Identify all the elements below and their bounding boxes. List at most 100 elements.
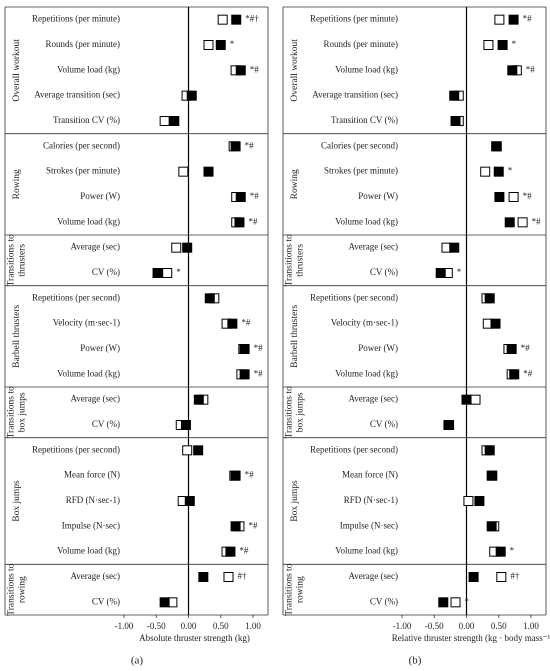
row-label: Impulse (N·sec) [340,520,398,530]
x-tick-label: 0.00 [459,621,475,631]
open-marker [162,268,173,278]
filled-marker [449,242,460,253]
filled-marker [461,394,472,405]
row-label: Repetitions (per minute) [32,14,120,24]
filled-marker [235,192,246,202]
open-marker [159,116,170,126]
row-label: CV (%) [370,419,398,429]
row-label: Transition CV (%) [53,115,120,125]
significance: *# [250,191,260,201]
filled-marker [491,141,502,152]
significance: *# [254,368,263,378]
filled-marker [186,90,197,101]
row-label: Average transition (sec) [312,90,398,100]
row-label: Average (sec) [348,571,398,581]
open-marker [203,40,214,50]
row-label: Repetitions (per second) [32,444,120,454]
row-label: Calories (per second) [321,140,398,150]
open-marker [171,242,182,253]
significance: * [176,267,181,277]
row-label: Volume load (kg) [335,216,398,226]
group-label: Transitions to [285,563,295,615]
group-label: Transitions to [7,234,17,286]
open-marker [182,445,193,456]
filled-marker [204,293,215,304]
group-label: thrusters [296,244,306,277]
row-label: Mean force (N) [64,470,120,480]
row-label: Average (sec) [70,242,120,252]
row-label: Rounds (per minute) [46,39,121,49]
filled-marker [493,166,504,177]
filled-marker [474,496,485,506]
x-tick-label: -0.50 [425,621,444,631]
filled-marker [203,166,214,177]
open-marker [217,14,228,25]
filled-marker [495,546,506,557]
row-label: Repetitions (per second) [310,444,398,454]
open-marker [508,192,519,202]
significance: *# [523,191,533,201]
significance: #† [510,571,519,581]
significance: *# [532,216,542,226]
row-label: Strokes (per minute) [324,166,398,176]
panel-label: (a) [131,655,144,667]
group-label: Barbell thrusters [290,305,300,368]
row-label: Volume load (kg) [335,368,398,378]
filled-marker [182,242,193,253]
open-marker [470,394,481,405]
open-marker [480,166,491,177]
filled-marker [230,470,241,481]
x-tick-label: 1.00 [523,621,539,631]
group-label: rowing [18,576,28,603]
filled-marker [239,369,250,380]
filled-marker [235,65,246,76]
filled-marker [225,546,236,557]
row-label: Volume load (kg) [57,546,120,556]
filled-marker [193,445,204,456]
filled-marker [484,293,495,304]
filled-marker [230,141,241,152]
open-marker [450,597,461,608]
filled-marker [509,369,520,380]
x-tick-label: -0.50 [147,621,166,631]
row-label: Volume load (kg) [335,546,398,556]
group-label: Transitions to [7,386,17,438]
filled-marker [169,116,180,126]
row-label: Velocity (m·sec-1) [331,318,398,328]
filled-marker [180,420,191,430]
row-label: RFD (N·sec-1) [66,495,120,505]
filled-marker [215,40,226,50]
open-marker [178,166,189,177]
row-label: Power (W) [358,191,398,201]
row-label: Volume load (kg) [57,368,120,378]
row-label: Average (sec) [348,242,398,252]
filled-marker [487,470,498,481]
row-label: CV (%) [370,267,398,277]
filled-marker [184,496,195,506]
row-label: Repetitions (per second) [32,292,120,302]
filled-marker [227,318,238,329]
row-label: Average (sec) [70,571,120,581]
row-label: RFD (N·sec-1) [344,495,398,505]
significance: *# [254,343,263,353]
significance: *#† [245,14,259,24]
x-tick-label: 0.50 [491,621,507,631]
filled-marker [504,217,515,228]
open-marker [517,217,528,228]
significance: *# [250,64,260,74]
significance: *# [526,64,536,74]
significance: * [465,596,470,606]
row-label: CV (%) [92,596,120,606]
group-label: box jumps [296,392,306,432]
filled-marker [494,192,505,202]
significance: * [508,166,513,176]
group-label: Barbell thrusters [12,305,22,368]
open-marker [496,572,507,582]
x-tick-label: 1.00 [245,621,261,631]
filled-marker [198,572,209,582]
open-marker [223,572,234,582]
row-label: Repetitions (per minute) [310,14,398,24]
group-label: rowing [296,576,306,603]
significance: *# [523,14,533,24]
filled-marker [484,445,495,456]
